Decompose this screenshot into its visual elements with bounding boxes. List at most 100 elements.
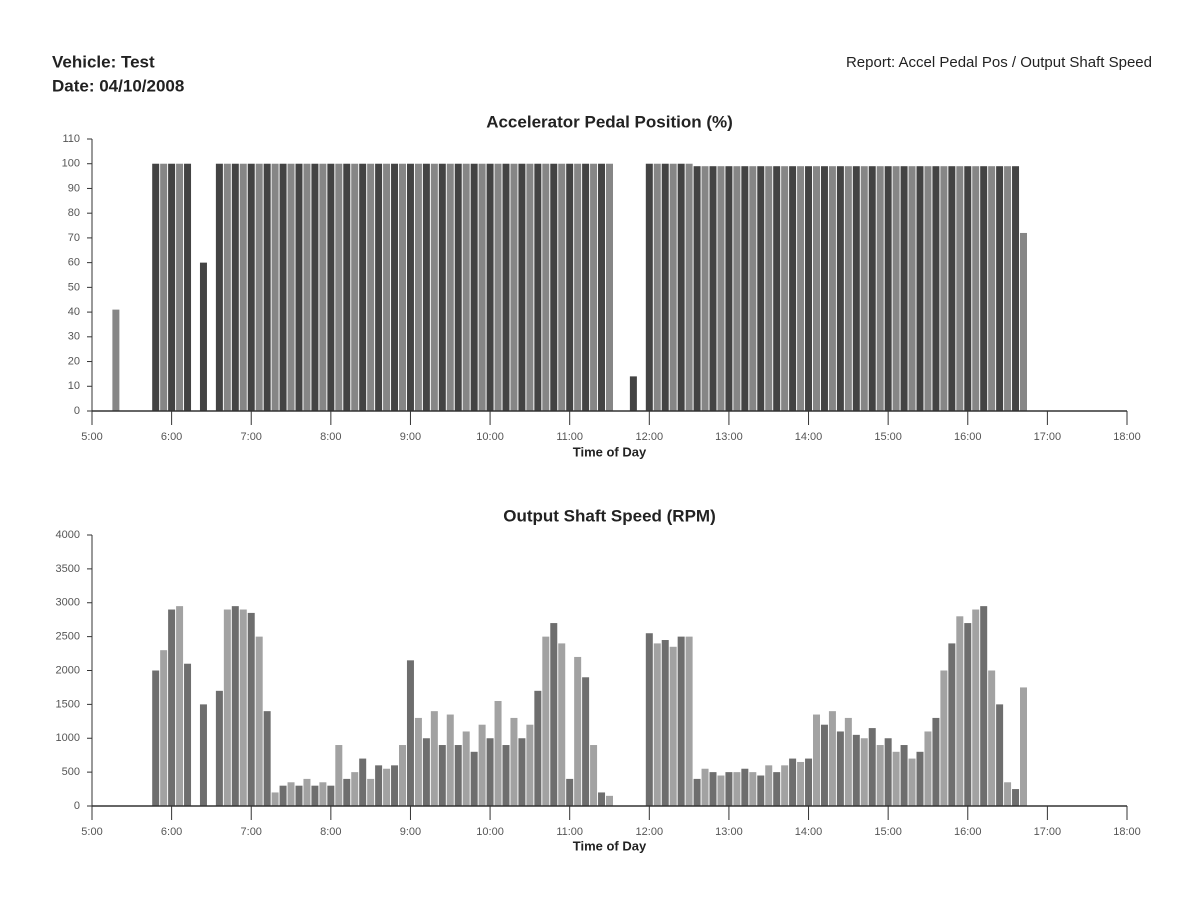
spike (1004, 782, 1012, 806)
spike (645, 163, 653, 411)
y-tick-label: 0 (74, 800, 80, 812)
x-tick-label: 10:00 (476, 826, 504, 838)
spike (844, 717, 852, 806)
spike (168, 163, 176, 411)
spike (948, 643, 956, 806)
spike (343, 778, 351, 806)
spike (255, 163, 263, 411)
spike (534, 163, 542, 411)
spike (781, 765, 789, 806)
spike (590, 745, 598, 806)
spike (351, 163, 359, 411)
y-tick-label: 500 (62, 766, 80, 778)
spike (685, 163, 693, 411)
y-tick-label: 110 (62, 133, 80, 145)
spike (1012, 789, 1020, 806)
spike (343, 163, 351, 411)
spike (988, 166, 996, 411)
spike (852, 166, 860, 411)
spike (287, 782, 295, 806)
spike (948, 166, 956, 411)
spike (932, 717, 940, 806)
x-tick-label: 7:00 (241, 826, 262, 838)
spike (653, 643, 661, 806)
spike (956, 166, 964, 411)
spike (988, 670, 996, 806)
x-tick-label: 15:00 (874, 431, 902, 443)
spike (414, 163, 422, 411)
spike (383, 768, 391, 806)
spike (900, 166, 908, 411)
spike (430, 163, 438, 411)
spike (964, 166, 972, 411)
x-tick-label: 12:00 (636, 826, 664, 838)
y-tick-label: 3000 (56, 597, 80, 609)
spike (876, 166, 884, 411)
spike (335, 163, 343, 411)
x-tick-label: 17:00 (1034, 826, 1062, 838)
spike (160, 163, 168, 411)
spike (757, 166, 765, 411)
spike (820, 724, 828, 806)
spike (359, 758, 367, 806)
spike (733, 772, 741, 806)
spike (996, 704, 1004, 806)
x-tick-label: 10:00 (476, 431, 504, 443)
spike (231, 163, 239, 411)
x-tick-label: 5:00 (81, 431, 102, 443)
spike (478, 724, 486, 806)
spike (486, 163, 494, 411)
spike (335, 745, 343, 806)
spike (805, 758, 813, 806)
spike (470, 163, 478, 411)
spike (176, 606, 184, 806)
x-tick-label: 6:00 (161, 431, 182, 443)
spike (693, 778, 701, 806)
spike (980, 606, 988, 806)
spike (749, 166, 757, 411)
spike (725, 166, 733, 411)
spike (184, 163, 192, 411)
spike (908, 758, 916, 806)
spike (972, 609, 980, 806)
y-tick-label: 80 (68, 207, 80, 219)
spike (430, 711, 438, 806)
spike (215, 163, 223, 411)
spike (629, 376, 637, 411)
spike (685, 636, 693, 806)
spike (661, 163, 669, 411)
spike (478, 163, 486, 411)
spike (924, 166, 932, 411)
spike (1020, 232, 1027, 411)
spike (375, 765, 383, 806)
spike (606, 163, 613, 411)
spike (494, 700, 502, 806)
spike (701, 166, 709, 411)
spike (980, 166, 988, 411)
spike (820, 166, 828, 411)
spike (558, 643, 566, 806)
y-tick-label: 3500 (56, 563, 80, 575)
spike (454, 163, 462, 411)
spike (797, 166, 805, 411)
spike (860, 738, 868, 806)
spike (598, 792, 606, 806)
x-axis-label: Time of Day (573, 838, 647, 853)
spike (391, 765, 399, 806)
spike (884, 166, 892, 411)
spike (383, 163, 391, 411)
x-tick-label: 9:00 (400, 826, 421, 838)
spike (462, 163, 470, 411)
spike (542, 163, 550, 411)
spike (566, 163, 574, 411)
spike (741, 166, 749, 411)
spike (709, 166, 717, 411)
y-tick-label: 0 (74, 405, 80, 417)
spike (351, 772, 359, 806)
spike (669, 646, 677, 806)
y-tick-label: 20 (68, 355, 80, 367)
spike (184, 663, 192, 806)
x-tick-label: 14:00 (795, 431, 823, 443)
spike (956, 616, 964, 806)
x-tick-label: 15:00 (874, 826, 902, 838)
